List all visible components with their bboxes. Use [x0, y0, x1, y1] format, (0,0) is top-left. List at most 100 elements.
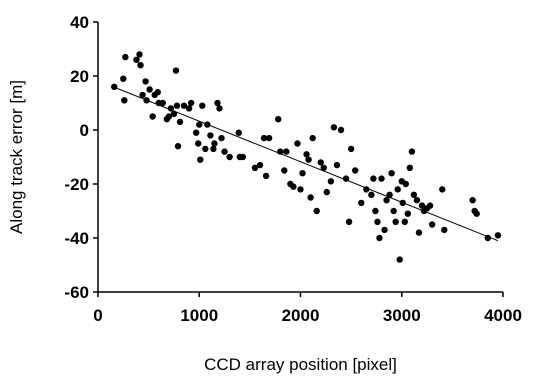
- data-point: [323, 188, 331, 196]
- data-point: [173, 102, 181, 109]
- data-point: [386, 191, 393, 198]
- data-point: [413, 197, 421, 204]
- data-point: [383, 197, 390, 204]
- data-point: [415, 229, 423, 236]
- data-point: [185, 105, 193, 112]
- data-point: [195, 140, 202, 147]
- data-point: [374, 218, 381, 225]
- data-point: [121, 97, 128, 104]
- data-point: [399, 199, 406, 207]
- data-point: [204, 121, 211, 128]
- data-point: [142, 78, 149, 85]
- data-point: [290, 183, 297, 190]
- data-point: [394, 186, 401, 193]
- data-point: [418, 202, 426, 209]
- data-point: [180, 102, 188, 109]
- data-point: [376, 234, 383, 242]
- data-point: [196, 121, 203, 128]
- data-point: [345, 218, 353, 225]
- data-point: [428, 221, 436, 228]
- data-point: [265, 134, 273, 142]
- data-point: [439, 186, 446, 193]
- data-point: [170, 110, 178, 118]
- data-point: [137, 61, 144, 69]
- data-point: [277, 148, 284, 155]
- data-point: [275, 116, 282, 123]
- data-point: [337, 126, 345, 134]
- data-point: [303, 151, 310, 158]
- trendline: [113, 86, 499, 242]
- data-point: [149, 113, 156, 120]
- data-point: [187, 99, 195, 107]
- data-point: [294, 140, 301, 147]
- data-point: [260, 134, 268, 142]
- x-tick-label: 1000: [180, 306, 218, 325]
- data-point: [363, 186, 370, 193]
- y-tick-label: -60: [64, 283, 89, 302]
- y-ticks: -60 -40 -20 0 20 40: [64, 13, 98, 302]
- data-point: [262, 172, 270, 180]
- data-point: [297, 186, 304, 193]
- data-point: [139, 91, 146, 99]
- data-point: [120, 75, 127, 82]
- y-tick-label: 0: [80, 121, 89, 140]
- data-point: [402, 180, 409, 188]
- data-point: [176, 118, 184, 126]
- data-point: [404, 210, 412, 217]
- data-point: [193, 129, 200, 136]
- data-point: [368, 191, 375, 198]
- data-point: [202, 145, 209, 153]
- data-point: [210, 145, 217, 153]
- data-point: [406, 164, 414, 171]
- data-point: [199, 102, 206, 109]
- data-points: [111, 51, 502, 263]
- trendline-group: [113, 86, 499, 242]
- data-point: [216, 105, 223, 112]
- data-point: [235, 129, 242, 136]
- data-point: [381, 226, 388, 234]
- data-point: [347, 145, 355, 153]
- data-point: [372, 207, 379, 215]
- x-tick-label: 4000: [484, 306, 522, 325]
- data-point: [313, 207, 320, 215]
- data-point: [494, 232, 502, 239]
- data-point: [146, 86, 153, 93]
- data-point: [207, 132, 214, 139]
- data-point: [410, 191, 418, 198]
- data-point: [401, 218, 408, 225]
- data-point: [165, 113, 173, 120]
- data-point: [211, 140, 218, 147]
- x-ticks: 0 1000 2000 3000 4000: [93, 292, 522, 325]
- data-point: [239, 153, 246, 161]
- x-tick-label: 2000: [282, 306, 320, 325]
- y-tick-label: 40: [70, 13, 89, 32]
- data-point: [197, 156, 204, 163]
- data-point: [330, 124, 338, 131]
- data-point: [305, 156, 312, 163]
- data-point: [154, 89, 161, 96]
- data-point: [133, 56, 140, 63]
- x-tick-label: 0: [93, 306, 102, 325]
- data-point: [333, 161, 341, 169]
- data-point: [307, 194, 314, 201]
- data-point: [214, 99, 221, 107]
- data-point: [281, 167, 288, 174]
- data-point: [256, 161, 264, 169]
- data-point: [251, 164, 259, 171]
- data-point: [159, 99, 166, 107]
- data-point: [396, 256, 403, 263]
- data-point: [426, 202, 434, 209]
- x-axis-title: CCD array position [pixel]: [204, 355, 397, 374]
- data-point: [218, 134, 225, 142]
- data-point: [136, 51, 143, 58]
- data-point: [309, 134, 316, 142]
- y-axis-title: Along track error [m]: [7, 80, 26, 234]
- data-point: [378, 175, 385, 182]
- data-point: [167, 105, 175, 112]
- data-point: [221, 148, 228, 155]
- data-point: [283, 148, 290, 155]
- data-point: [226, 153, 233, 161]
- y-tick-label: -20: [64, 175, 89, 194]
- data-point: [299, 170, 306, 177]
